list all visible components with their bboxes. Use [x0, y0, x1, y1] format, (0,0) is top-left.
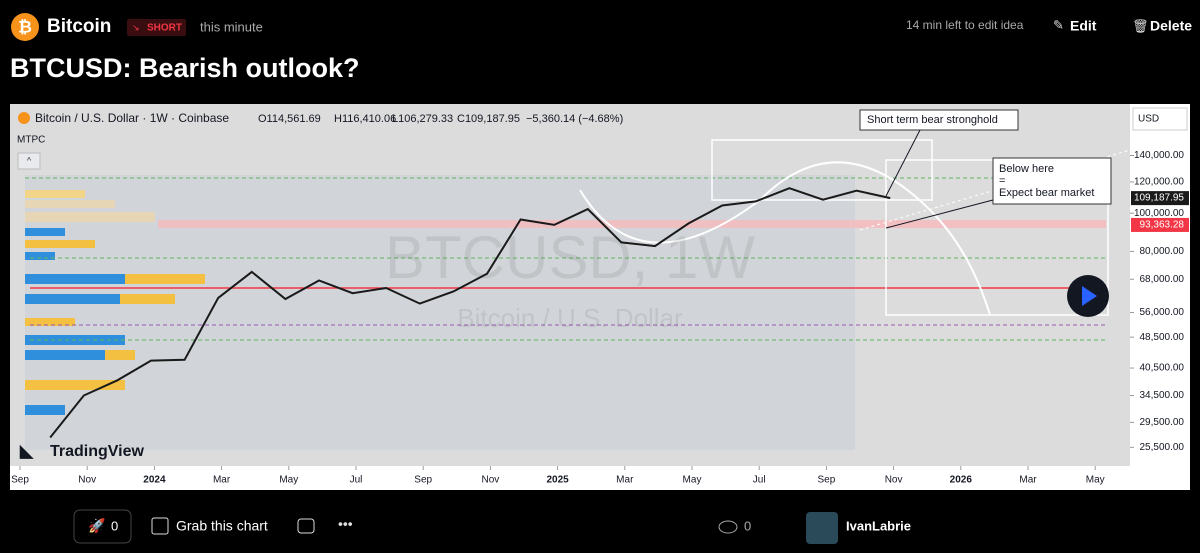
callout-text: Short term bear stronghold — [867, 114, 998, 126]
edit-button[interactable]: Edit — [1070, 18, 1097, 34]
x-tick-label: Jul — [350, 475, 363, 486]
currency-box[interactable] — [1132, 107, 1188, 131]
price-axis — [1130, 104, 1190, 466]
legend-change: −5,360.14 (−4.68%) — [526, 113, 623, 125]
x-tick-label: Mar — [1019, 475, 1037, 486]
edit-note: 14 min left to edit idea — [906, 18, 1024, 32]
boost-count[interactable]: 0 — [111, 518, 118, 533]
idea-title: BTCUSD: Bearish outlook? — [10, 53, 360, 83]
watermark-sub: Bitcoin / U.S. Dollar — [457, 303, 683, 333]
x-tick-label: Nov — [885, 475, 903, 486]
price-label-box — [1131, 191, 1189, 206]
x-tick-label: May — [279, 475, 298, 486]
callout-text: Below here — [999, 163, 1054, 175]
price-label: 93,363.28 — [1140, 220, 1185, 231]
short-arrow: ↘ — [132, 22, 140, 32]
cycle-arc — [579, 161, 991, 316]
y-tick-label: 40,500.00 — [1140, 363, 1185, 374]
boost-button[interactable] — [73, 509, 132, 544]
x-tick-label: Sep — [414, 475, 432, 486]
x-tick-label: May — [1086, 475, 1105, 486]
watermark: BTCUSD, 1W — [385, 224, 755, 291]
grab-icon[interactable] — [151, 517, 169, 535]
y-tick-label: 120,000.00 — [1134, 177, 1184, 188]
price-line — [49, 187, 891, 439]
x-tick-label: Nov — [78, 475, 96, 486]
collapse-button[interactable] — [17, 152, 41, 170]
callout — [859, 109, 1019, 131]
symbol[interactable]: Bitcoin — [47, 16, 111, 37]
callout-pointer — [885, 199, 994, 229]
x-tick-label: Nov — [482, 475, 500, 486]
legend-open: O114,561.69 — [258, 113, 321, 125]
edit-icon[interactable]: ✎ — [1053, 17, 1064, 32]
y-tick-label: 56,000.00 — [1140, 307, 1185, 318]
avatar[interactable] — [806, 512, 838, 544]
y-tick-label: 34,500.00 — [1140, 390, 1185, 401]
price-label: 109,187.95 — [1134, 193, 1184, 204]
y-tick-label: 29,500.00 — [1140, 417, 1185, 428]
direction: SHORT — [147, 23, 182, 34]
currency[interactable]: USD — [1138, 114, 1159, 125]
comment-icon[interactable] — [297, 518, 315, 534]
btc-icon — [11, 13, 39, 41]
y-tick-label: 25,500.00 — [1140, 442, 1185, 453]
collapse-icon[interactable]: ^ — [27, 155, 32, 165]
y-tick-label: 80,000.00 — [1140, 246, 1185, 257]
y-tick-label: 48,500.00 — [1140, 332, 1185, 343]
callout — [992, 157, 1112, 205]
y-tick-label: 140,000.00 — [1134, 150, 1184, 161]
legend-close: C109,187.95 — [457, 113, 520, 125]
x-tick-label: Mar — [616, 475, 634, 486]
more-icon[interactable]: ••• — [338, 516, 353, 532]
callout-pointer — [885, 129, 921, 197]
btc-icon-glyph: ₿ — [18, 17, 32, 36]
brand-logo: ◣ — [19, 441, 34, 460]
x-tick-label: May — [683, 475, 702, 486]
x-tick-label: 2025 — [546, 475, 569, 486]
x-tick-label: 2026 — [950, 475, 973, 486]
y-tick-label: 100,000.00 — [1134, 208, 1184, 219]
price-label-box — [1131, 217, 1189, 232]
play-icon[interactable] — [1082, 286, 1097, 306]
x-tick-label: Sep — [11, 475, 29, 486]
x-tick-label: 2024 — [143, 475, 166, 486]
legend-low: L106,279.33 — [392, 113, 453, 125]
legend-symbol: Bitcoin / U.S. Dollar · 1W · Coinbase — [35, 111, 229, 125]
time: this minute — [200, 19, 263, 34]
time-axis — [10, 466, 1190, 490]
x-tick-label: Jul — [753, 475, 766, 486]
callout-text: Expect bear market — [999, 187, 1094, 199]
author[interactable]: IvanLabrie — [846, 518, 911, 533]
view-count: 0 — [744, 518, 751, 533]
resistance-band — [158, 220, 1106, 228]
indicator: MTPC — [17, 135, 45, 146]
brand: TradingView — [50, 443, 145, 460]
boost-icon[interactable]: 🚀 — [88, 518, 106, 535]
y-tick-label: 68,000.00 — [1140, 274, 1185, 285]
views-icon — [718, 520, 738, 534]
legend-icon — [18, 112, 30, 124]
x-tick-label: Mar — [213, 475, 231, 486]
volume-profile — [25, 190, 205, 415]
short-badge — [127, 19, 186, 36]
grab-button[interactable]: Grab this chart — [176, 518, 268, 534]
x-tick-label: Sep — [818, 475, 836, 486]
delete-button[interactable]: Delete — [1150, 18, 1192, 34]
delete-icon[interactable]: 🗑 — [1132, 18, 1149, 33]
callout-text: = — [999, 175, 1005, 187]
legend-high: H116,410.06 — [334, 113, 396, 125]
